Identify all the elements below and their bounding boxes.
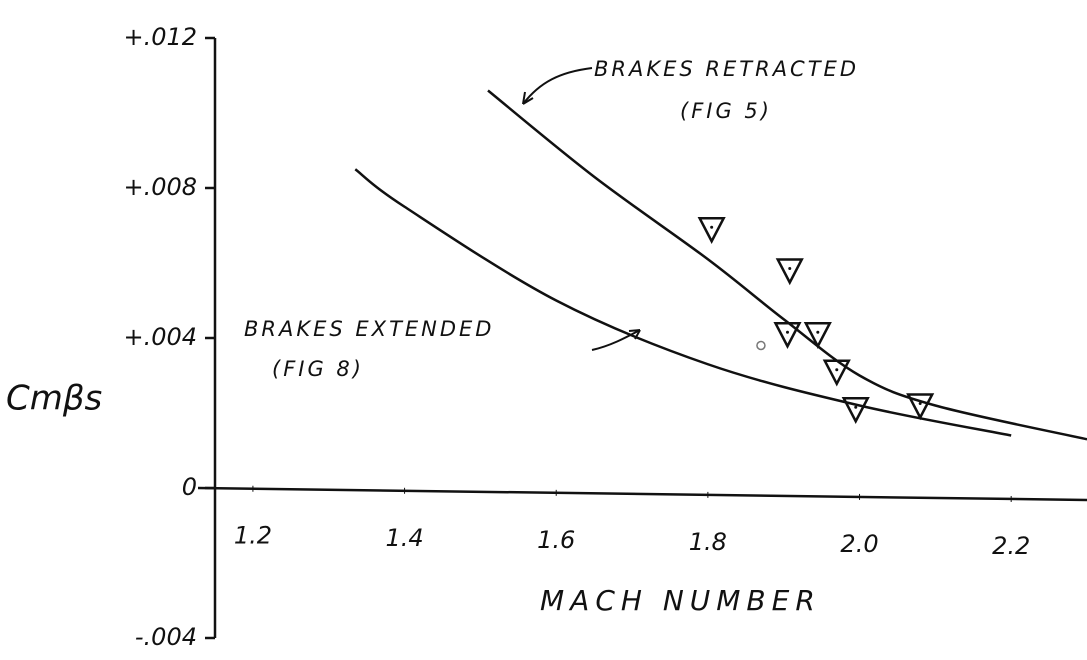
x-tick-label: 1.6 [537,526,575,554]
x-axis [197,486,1087,502]
series-label: BRAKES RETRACTED [594,57,859,81]
triangle-point [773,322,802,349]
triangle-point [775,258,804,286]
x-tick-label: 2.0 [840,530,878,558]
triangle-dot [710,225,714,229]
triangle-dot [835,368,839,372]
x-tick-label: 2.2 [992,532,1030,560]
triangle-dot [854,405,858,409]
triangle-dot [788,267,792,270]
triangle-point [841,397,870,424]
y-tick-label: +.004 [123,323,197,351]
curve [487,89,1087,441]
x-axis-title: MACH NUMBER [540,584,821,617]
curve [354,168,1012,437]
y-tick-label: +.008 [123,173,197,201]
leader-arrow [522,67,593,105]
y-axis-title: Cmβs [6,379,102,419]
leader-arrow [591,329,641,351]
triangle-dot [816,330,820,334]
triangle-dot [918,402,922,405]
x-tick-label: 1.2 [234,522,272,550]
y-tick-label: -.004 [135,623,197,651]
series-figure: (FIG 8) [272,357,364,381]
triangle-point [822,359,851,387]
series-figure: (FIG 5) [680,99,772,123]
triangle-dot [785,330,789,334]
x-tick-label: 1.4 [385,524,423,552]
y-tick-label: +.012 [123,23,197,51]
triangle-point [697,217,726,244]
series-label: BRAKES EXTENDED [244,317,494,341]
y-tick-label: 0 [182,473,197,501]
arrow-head [522,91,534,105]
triangle-point [803,322,832,349]
x-tick-label: 1.8 [689,528,727,556]
triangle-point [906,393,935,421]
circle-point [756,340,766,351]
